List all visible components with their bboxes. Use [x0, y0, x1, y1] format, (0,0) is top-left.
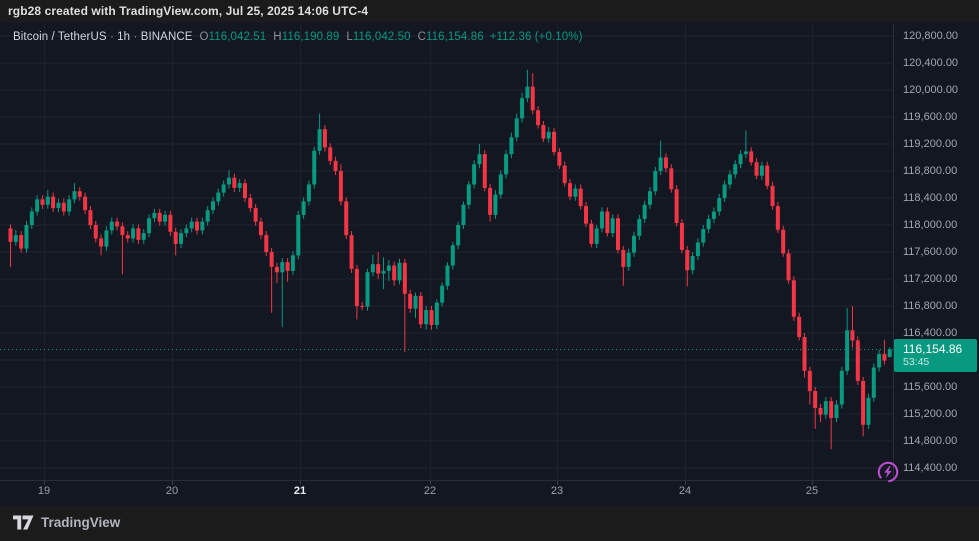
time-axis-label: 20	[165, 485, 179, 497]
price-axis-label: 115,200.00	[903, 408, 958, 420]
time-axis-label: 21	[293, 485, 307, 497]
high-letter: H	[273, 31, 282, 43]
snapshot-title: rgb28 created with TradingView.com, Jul …	[8, 4, 369, 18]
bar-countdown: 53:45	[903, 355, 930, 368]
tradingview-brand-text: TradingView	[41, 515, 121, 530]
tradingview-logo-icon	[13, 515, 34, 530]
low-letter: L	[346, 31, 353, 43]
price-axis-label: 119,200.00	[903, 138, 958, 150]
time-axis-label: 22	[423, 485, 437, 497]
open-letter: O	[199, 31, 209, 43]
current-price-value: 116,154.86	[903, 341, 963, 356]
open-value: 116,042.51	[208, 31, 267, 43]
price-axis-label: 118,800.00	[903, 165, 958, 177]
chart-legend: Bitcoin / TetherUS · 1h · BINANCE O116,04…	[13, 31, 583, 43]
time-axis-label: 19	[37, 485, 51, 497]
high-value: 116,190.89	[281, 31, 340, 43]
interval-label: 1h	[117, 31, 131, 43]
price-axis-label: 120,000.00	[903, 84, 959, 96]
price-axis-label: 116,800.00	[903, 300, 958, 312]
price-axis-label: 117,200.00	[903, 273, 958, 285]
close-value: 116,154.86	[426, 31, 484, 43]
lightning-bolt-icon	[884, 465, 892, 478]
price-axis-label: 120,800.00	[903, 30, 959, 42]
price-axis-label: 116,400.00	[903, 327, 958, 339]
low-value: 116,042.50	[352, 31, 411, 43]
footer-bar	[0, 505, 979, 541]
price-axis-label: 118,000.00	[903, 219, 958, 231]
symbol-name[interactable]: Bitcoin / TetherUS	[13, 31, 107, 43]
boost-icon[interactable]	[876, 460, 900, 484]
legend-separator2: ·	[133, 31, 138, 43]
current-price-badge: 116,154.86 53:45	[894, 338, 977, 372]
time-axis-label: 23	[550, 485, 564, 497]
price-axis-label: 115,600.00	[903, 381, 958, 393]
time-axis-label: 24	[678, 485, 692, 497]
price-axis-label: 119,600.00	[903, 111, 958, 123]
exchange-label: BINANCE	[140, 31, 193, 43]
price-axis-label: 114,400.00	[903, 462, 958, 474]
snapshot-header-bar: rgb28 created with TradingView.com, Jul …	[0, 0, 979, 23]
price-axis-label: 120,400.00	[903, 57, 959, 69]
legend-separator: ·	[109, 31, 114, 43]
time-axis-label: 25	[805, 485, 819, 497]
change-value: +112.36 (+0.10%)	[489, 31, 583, 43]
price-axis-label: 117,600.00	[903, 246, 958, 258]
close-letter: C	[417, 31, 426, 43]
tradingview-brand[interactable]: TradingView	[13, 514, 120, 531]
price-axis-label: 118,400.00	[903, 192, 958, 204]
price-axis-label: 114,800.00	[903, 435, 958, 447]
